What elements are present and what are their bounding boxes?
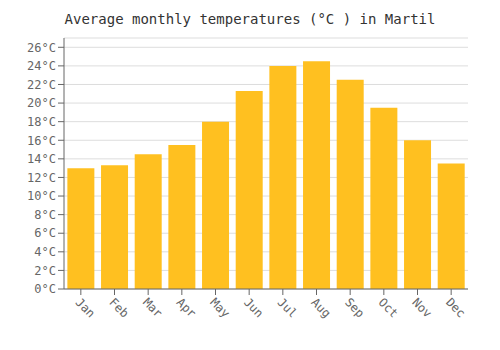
svg-text:Feb: Feb <box>106 295 131 320</box>
svg-text:Oct: Oct <box>376 295 401 320</box>
svg-text:Apr: Apr <box>174 295 199 320</box>
svg-text:Sep: Sep <box>342 295 367 320</box>
svg-text:Nov: Nov <box>409 295 434 320</box>
svg-text:16°C: 16°C <box>27 134 56 148</box>
svg-text:Jul: Jul <box>275 295 300 320</box>
svg-text:May: May <box>207 295 232 320</box>
html-text:Average monthly temperatures (: Average monthly temperatures (°C ) in Ma… <box>64 11 436 27</box>
svg-text:18°C: 18°C <box>27 115 56 129</box>
svg-text:2°C: 2°C <box>34 264 56 278</box>
svg-text:10°C: 10°C <box>27 189 56 203</box>
svg-text:14°C: 14°C <box>27 152 56 166</box>
svg-text:26°C: 26°C <box>27 41 56 55</box>
svg-text:Dec: Dec <box>443 295 468 320</box>
svg-text:0°C: 0°C <box>34 282 56 296</box>
svg-text:Mar: Mar <box>140 295 165 320</box>
svg-text:Jun: Jun <box>241 295 266 320</box>
svg-text:6°C: 6°C <box>34 226 56 240</box>
svg-text:Jan: Jan <box>73 295 98 320</box>
svg-text:24°C: 24°C <box>27 59 56 73</box>
svg-text:4°C: 4°C <box>34 245 56 259</box>
svg-text:22°C: 22°C <box>27 78 56 92</box>
svg-text:12°C: 12°C <box>27 171 56 185</box>
svg-text:8°C: 8°C <box>34 208 56 222</box>
svg-text:20°C: 20°C <box>27 96 56 110</box>
svg-text:Aug: Aug <box>308 295 333 320</box>
